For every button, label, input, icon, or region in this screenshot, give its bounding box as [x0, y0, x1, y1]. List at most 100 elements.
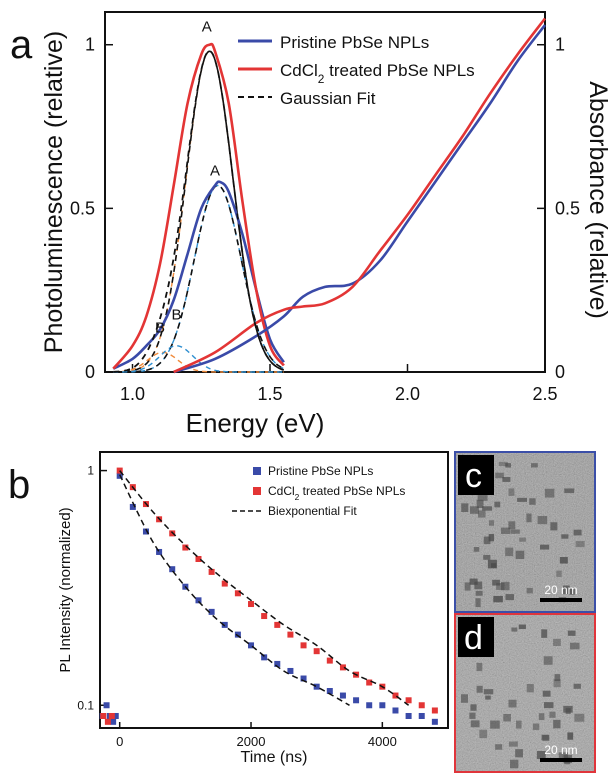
pl-legend: Pristine PbSe NPLs CdCl2 treated PbSe NP…: [238, 33, 475, 108]
pl-plot-frame: [104, 11, 546, 373]
decay-plot-frame: [99, 451, 449, 729]
tem-particle: [508, 521, 516, 530]
data-point-0-26: [392, 707, 399, 714]
data-point-1-10: [208, 568, 215, 575]
tem-particle: [498, 461, 508, 467]
tem-particle: [518, 624, 526, 630]
decay-legend: Pristine PbSe NPLs CdCl2 treated PbSe NP…: [232, 464, 405, 518]
legend-label-treated: CdCl2 treated PbSe NPLs: [280, 61, 475, 86]
tem-particle: [574, 713, 585, 722]
data-point-1-25: [405, 697, 412, 704]
decay-x-tick-label-1: 2000: [237, 734, 266, 749]
decay-x-tick-label-0: 0: [116, 734, 123, 749]
tem-particle: [496, 582, 505, 590]
data-point-0-17: [274, 660, 281, 667]
tem-particle: [526, 683, 534, 693]
tem-particle: [489, 520, 495, 526]
gaussian-component-0: [113, 50, 284, 373]
data-point-0-15: [248, 642, 255, 649]
data-point-0-28: [418, 712, 425, 719]
tem-particle: [515, 720, 522, 729]
tem-particle: [477, 494, 488, 501]
tem-particle: [556, 570, 562, 577]
tem-particle: [488, 534, 495, 542]
tem-particle: [554, 674, 561, 682]
data-point-0-24: [366, 702, 373, 709]
data-point-1-13: [248, 601, 255, 608]
data-point-0-27: [405, 712, 412, 719]
data-point-0-25: [379, 702, 386, 709]
gaussian-fit-sum: [113, 50, 284, 373]
y-axis-label-pl-intensity: PL Intensity (normalized): [57, 507, 74, 672]
tem-particle: [476, 685, 483, 693]
data-point-1-9: [195, 555, 202, 562]
tem-particle: [567, 630, 576, 636]
tem-image-d-letter-box: [458, 617, 494, 657]
tem-image-d: d 20 nm: [454, 613, 596, 773]
tem-particle: [537, 515, 548, 525]
tem-particle: [483, 554, 491, 560]
tem-particle: [500, 581, 510, 591]
decay-tick-group: 0 2000 4000 0.1 1: [77, 464, 396, 749]
y2-axis-label-absorbance: Absorbance (relative): [584, 81, 612, 319]
tem-particle: [553, 679, 561, 688]
tem-particle: [544, 488, 555, 498]
tem-particle: [510, 759, 519, 769]
tem-particle: [515, 550, 525, 560]
data-point-0-8: [156, 548, 163, 555]
data-point-0-20: [313, 683, 320, 690]
tem-image-c: c 20 nm: [454, 451, 596, 613]
data-point-0-19: [300, 675, 307, 682]
scale-bar-c-label: 20 nm: [544, 583, 577, 597]
tem-particle: [470, 506, 479, 514]
tem-particle: [483, 536, 491, 545]
tem-particle: [565, 708, 571, 714]
data-point-1-2: [108, 712, 115, 719]
tem-particle: [474, 581, 483, 590]
series-line-photoluminescence-1: [112, 42, 285, 370]
data-point-1-1: [104, 718, 111, 725]
data-point-0-22: [339, 692, 346, 699]
tem-particle: [532, 723, 540, 730]
tem-image-c-letter-box: [458, 455, 494, 495]
data-point-1-8: [182, 544, 189, 551]
tem-particle: [476, 662, 483, 672]
data-point-0-14: [234, 631, 241, 638]
tem-particle: [558, 752, 568, 760]
tem-particle: [485, 695, 491, 700]
tem-particle: [510, 529, 520, 534]
y2-tick-label-0: 0: [555, 362, 565, 382]
tem-image-d-letter: d: [464, 619, 483, 657]
tem-particle: [515, 749, 523, 758]
data-point-1-22: [366, 679, 373, 686]
tem-particle: [569, 642, 580, 650]
tem-particle: [549, 711, 556, 718]
tem-particle: [473, 547, 480, 552]
y-tick-label-1: 0.5: [70, 198, 95, 218]
data-point-1-24: [392, 692, 399, 699]
tem-particle: [542, 690, 551, 697]
y2-tick-label-1: 0.5: [555, 198, 580, 218]
tem-particle: [517, 497, 528, 502]
peak-label-3: B: [171, 307, 181, 324]
tem-particle: [519, 537, 526, 542]
tem-particle: [564, 488, 575, 493]
data-point-1-20: [339, 664, 346, 671]
tem-particle: [490, 720, 500, 729]
tem-particle: [573, 683, 581, 689]
data-point-1-15: [274, 621, 281, 628]
tem-particle: [569, 588, 575, 595]
data-point-1-11: [221, 580, 228, 587]
gaussian-component-2: [113, 184, 285, 373]
tem-particle: [482, 506, 493, 511]
x-axis-label-energy: Energy (eV): [186, 408, 325, 438]
legend-label-biexponential-fit: Biexponential Fit: [268, 504, 357, 518]
tem-particle: [529, 498, 536, 505]
tem-particle: [475, 598, 481, 608]
y-axis-label-photoluminescence: Photoluminescence (relative): [40, 31, 68, 353]
tem-particle: [536, 750, 546, 760]
tem-particle: [483, 689, 494, 695]
gaussian-fit-overlay-2: [113, 184, 285, 373]
tem-particle: [575, 541, 585, 548]
tem-particle: [567, 732, 574, 740]
